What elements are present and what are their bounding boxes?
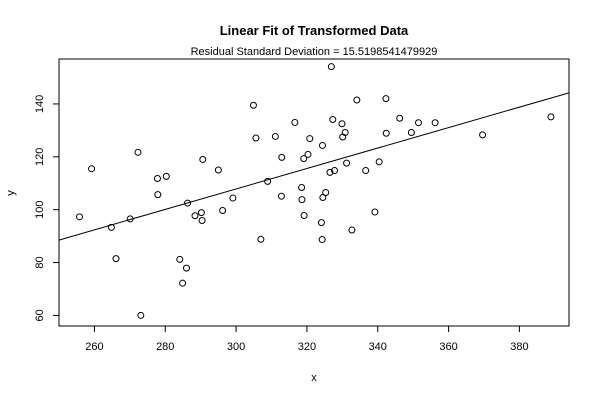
data-point — [76, 213, 84, 221]
data-point — [304, 150, 312, 158]
data-point — [291, 118, 299, 126]
data-point — [362, 167, 370, 175]
data-point — [300, 211, 308, 219]
data-point — [153, 174, 161, 182]
data-point — [88, 165, 96, 173]
data-point — [107, 223, 115, 231]
data-point — [341, 128, 349, 136]
data-point — [298, 196, 306, 204]
y-axis-label: y — [5, 190, 17, 196]
data-point — [319, 141, 326, 149]
data-point — [300, 155, 308, 163]
data-point — [396, 114, 404, 122]
data-point — [229, 194, 237, 202]
y-tick-label: 140 — [34, 95, 46, 113]
data-point — [343, 159, 351, 167]
data-point — [137, 311, 145, 319]
data-points — [76, 63, 555, 319]
y-tick-label: 60 — [34, 309, 46, 321]
y-tick-label: 80 — [34, 256, 46, 268]
data-point — [257, 235, 265, 243]
data-point — [353, 96, 361, 104]
data-point — [327, 63, 335, 71]
data-point — [134, 148, 142, 156]
data-point — [431, 119, 439, 127]
data-point — [407, 128, 415, 136]
data-point — [264, 177, 272, 185]
data-point — [198, 217, 206, 225]
data-point — [249, 101, 257, 109]
data-point — [277, 192, 285, 200]
data-point — [547, 113, 555, 121]
data-point — [318, 236, 326, 244]
data-point — [382, 129, 390, 137]
data-point — [191, 212, 199, 220]
data-point — [184, 199, 192, 207]
y-tick-label: 100 — [34, 201, 46, 219]
data-point — [278, 153, 286, 161]
data-point — [197, 209, 205, 217]
x-tick-label: 380 — [510, 341, 528, 353]
data-point — [183, 264, 190, 272]
data-point — [252, 134, 260, 142]
chart-title: Linear Fit of Transformed Data — [220, 23, 409, 38]
plot-frame — [58, 58, 570, 327]
data-point — [375, 158, 383, 166]
data-point — [176, 255, 184, 263]
data-point — [219, 206, 227, 214]
data-point — [306, 135, 314, 143]
x-axis-label: x — [311, 372, 317, 384]
data-point — [348, 226, 356, 234]
y-tick-label: 120 — [34, 148, 46, 166]
data-point — [298, 183, 306, 191]
data-point — [126, 215, 134, 223]
data-point — [112, 255, 120, 263]
data-point — [271, 132, 279, 140]
data-point — [338, 120, 346, 128]
data-point — [214, 166, 222, 174]
data-point — [382, 95, 390, 103]
data-point — [179, 279, 187, 287]
x-tick-label: 340 — [369, 341, 387, 353]
data-point — [322, 189, 330, 196]
x-tick-label: 360 — [439, 341, 457, 353]
y-axis: 60 80 100 120 140 — [34, 95, 59, 322]
x-tick-label: 320 — [298, 341, 316, 353]
data-point — [154, 191, 162, 199]
x-tick-label: 300 — [227, 341, 245, 353]
fit-line-group — [58, 92, 570, 241]
fit-line — [58, 92, 570, 241]
chart-subtitle: Residual Standard Deviation = 15.5198541… — [191, 46, 438, 58]
data-point — [317, 219, 325, 227]
data-point — [331, 167, 339, 175]
x-axis: 260 280 300 320 340 360 380 — [85, 326, 529, 353]
data-point — [326, 168, 334, 176]
data-point — [329, 116, 337, 124]
x-tick-label: 280 — [156, 341, 174, 353]
x-tick-label: 260 — [85, 341, 103, 353]
data-point — [199, 155, 207, 163]
data-point — [414, 119, 422, 127]
data-point — [479, 131, 487, 139]
data-point — [371, 208, 379, 216]
data-point — [162, 172, 170, 180]
